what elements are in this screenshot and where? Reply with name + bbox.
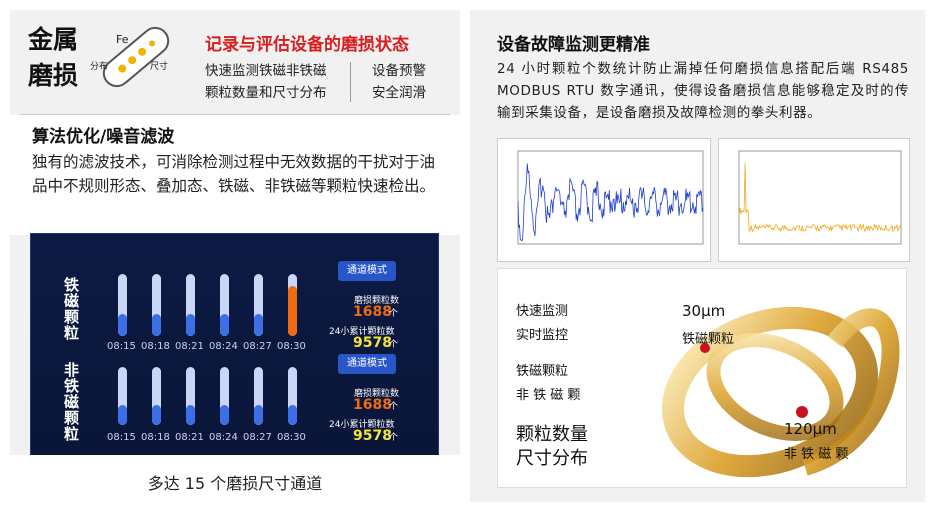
plot-frame xyxy=(517,150,704,245)
plot-frame xyxy=(738,150,902,245)
icon-label: Fe xyxy=(116,33,129,46)
time: 08:15 xyxy=(107,341,136,352)
label: 快速监测 xyxy=(516,304,569,319)
time: 08:27 xyxy=(243,432,272,443)
tube xyxy=(152,274,161,336)
callout-kind: 非 铁 磁 颗 xyxy=(784,447,849,462)
spectrum-chart xyxy=(718,138,910,262)
label: 铁磁颗粒 xyxy=(516,364,569,379)
mode-button: 通道模式 xyxy=(338,354,396,374)
time: 08:21 xyxy=(175,432,204,443)
headline: 记录与评估设备的磨损状态 xyxy=(205,35,409,55)
count-label: 磨损颗粒数 xyxy=(354,389,400,399)
count-unit: 个 xyxy=(389,402,399,412)
tube xyxy=(186,274,195,336)
title-line: 金属 xyxy=(28,25,79,54)
time: 08:27 xyxy=(243,341,272,352)
time: 08:24 xyxy=(209,341,238,352)
signal-chart xyxy=(497,138,711,262)
count-unit: 个 xyxy=(389,309,399,319)
tube xyxy=(254,367,263,425)
total-label: 24小累计颗粒数 xyxy=(329,327,395,337)
feature: 快速监测铁磁非铁磁 xyxy=(205,63,327,79)
right-text: 24 小时颗粒个数统计防止漏掉任何磨损信息搭配后端 RS485 MODBUS R… xyxy=(497,61,909,121)
total: 9578 xyxy=(353,335,392,351)
tube xyxy=(220,367,229,425)
caption: 多达 15 个磨损尺寸通道 xyxy=(147,474,323,493)
tube xyxy=(186,367,195,425)
section-text: 独有的滤波技术，可消除检测过程中无效数据的干扰对于油品中不规则形态、叠加态、铁磁… xyxy=(32,153,436,195)
plot-line xyxy=(738,163,902,233)
big-labels: 颗粒数量 尺寸分布 xyxy=(516,423,588,471)
right-title: 设备故障监测更精准 xyxy=(497,35,650,55)
feature: 安全润滑 xyxy=(372,85,426,101)
icon: Fe 分布 尺寸 xyxy=(90,26,170,88)
total: 9578 xyxy=(353,428,392,444)
count-label: 磨损颗粒数 xyxy=(354,296,400,306)
tube xyxy=(118,367,127,425)
total-unit: 个 xyxy=(389,340,399,350)
oil-swirl xyxy=(662,306,900,478)
feature: 设备预警 xyxy=(372,63,426,79)
time: 08:30 xyxy=(277,341,306,352)
tube xyxy=(288,274,297,336)
time: 08:21 xyxy=(175,341,204,352)
icon-label: 尺寸 xyxy=(150,60,168,72)
tube xyxy=(254,274,263,336)
total-unit: 个 xyxy=(389,433,399,443)
tube xyxy=(118,274,127,336)
time: 08:30 xyxy=(277,432,306,443)
label: 尺寸分布 xyxy=(516,448,588,469)
time: 08:18 xyxy=(141,341,170,352)
plot-line xyxy=(517,163,704,242)
icon-label: 分布 xyxy=(90,60,108,72)
count: 1688 xyxy=(353,304,392,320)
panel-label: 铁磁颗粒 xyxy=(62,277,80,341)
caption-bg xyxy=(10,455,460,502)
tube xyxy=(152,367,161,425)
count: 1688 xyxy=(353,397,392,413)
divider xyxy=(20,114,450,115)
title-line: 磨损 xyxy=(28,61,79,90)
label: 颗粒数量 xyxy=(516,424,588,445)
label: 非 铁 磁 颗 xyxy=(516,388,581,403)
oil-labels: 快速监测 实时监控 铁磁颗粒 非 铁 磁 颗 xyxy=(516,300,580,408)
time: 08:18 xyxy=(141,432,170,443)
dashboard: 铁磁颗粒 08:15 08:18 08:21 08:24 08:27 08:30 通道模式 磨损… xyxy=(30,233,439,457)
section-title: 算法优化/噪音滤波 xyxy=(32,127,175,147)
total-label: 24小累计颗粒数 xyxy=(329,420,395,430)
tube xyxy=(288,367,297,425)
section xyxy=(10,115,460,235)
label: 实时监控 xyxy=(516,328,569,343)
feature: 颗粒数量和尺寸分布 xyxy=(205,85,327,101)
callout-kind: 铁磁颗粒 xyxy=(682,332,735,347)
mode-button: 通道模式 xyxy=(338,261,396,281)
tube xyxy=(220,274,229,336)
callout-size: 30μm xyxy=(682,302,726,320)
title: 金属 磨损 xyxy=(28,22,78,94)
time: 08:15 xyxy=(107,432,136,443)
divider xyxy=(350,62,351,102)
callout-size: 120μm xyxy=(784,420,837,438)
time: 08:24 xyxy=(209,432,238,443)
panel-label: 非铁磁颗粒 xyxy=(62,362,80,442)
